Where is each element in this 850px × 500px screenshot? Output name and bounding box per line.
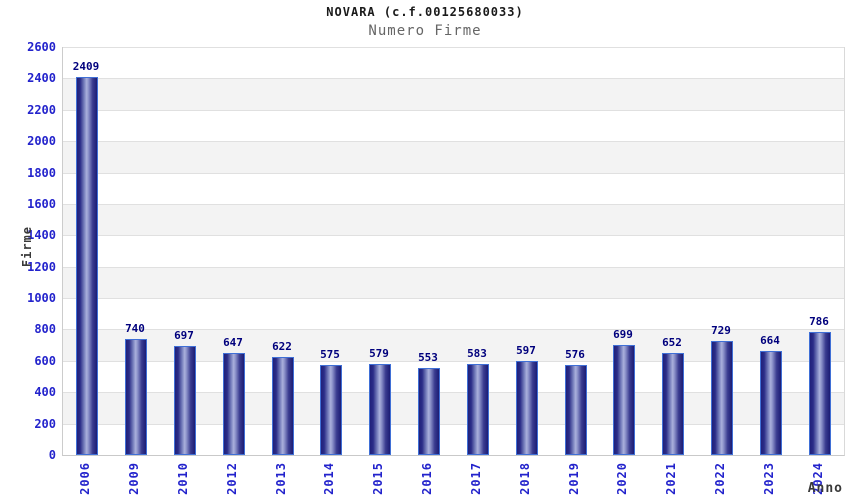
- bar-value-2009: 740: [125, 322, 145, 335]
- x-tick-label-2019: 2019: [567, 462, 581, 495]
- bar-2020: [613, 345, 635, 455]
- bar-value-2019: 576: [565, 348, 585, 361]
- bar-2016: [418, 368, 440, 455]
- gridline: [63, 78, 844, 79]
- x-tick-label-2022: 2022: [713, 462, 727, 495]
- bar-value-2010: 697: [174, 329, 194, 342]
- bar-value-2016: 553: [418, 351, 438, 364]
- gridline: [63, 235, 844, 236]
- gridline: [63, 110, 844, 111]
- y-axis-title: Firme: [20, 226, 34, 268]
- plot-band: [63, 47, 844, 79]
- bar-2015: [369, 364, 391, 455]
- bar-2022: [711, 341, 733, 455]
- y-tick-label: 800: [34, 322, 56, 336]
- bar-value-2020: 699: [613, 328, 633, 341]
- y-tick-label: 2600: [27, 40, 56, 54]
- x-tick-label-2012: 2012: [225, 462, 239, 495]
- x-tick-label-2015: 2015: [371, 462, 385, 495]
- bar-2018: [516, 361, 538, 455]
- bar-value-2014: 575: [320, 348, 340, 361]
- bar-2012: [223, 353, 245, 455]
- bar-2010: [174, 346, 196, 455]
- bar-value-2021: 652: [662, 336, 682, 349]
- x-tick-label-2023: 2023: [762, 462, 776, 495]
- x-axis-title: Anno: [807, 481, 843, 496]
- gridline: [63, 361, 844, 362]
- x-tick-label-2006: 2006: [78, 462, 92, 495]
- plot-band: [63, 172, 844, 204]
- plot-band: [63, 109, 844, 142]
- gridline: [63, 47, 844, 48]
- bar-2017: [467, 364, 489, 455]
- gridline: [63, 204, 844, 205]
- plot-band: [63, 78, 844, 110]
- gridline: [63, 173, 844, 174]
- bar-value-2024: 786: [809, 315, 829, 328]
- y-tick-label: 0: [48, 448, 56, 462]
- x-tick-label-2009: 2009: [127, 462, 141, 495]
- bar-2021: [662, 353, 684, 455]
- bar-value-2022: 729: [711, 324, 731, 337]
- bar-2019: [565, 365, 587, 455]
- gridline: [63, 329, 844, 330]
- y-tick-label: 2400: [27, 71, 56, 85]
- gridline: [63, 267, 844, 268]
- bar-2013: [272, 357, 294, 455]
- y-tick-label: 1000: [27, 291, 56, 305]
- gridline: [63, 392, 844, 393]
- plot-band: [63, 203, 844, 236]
- y-tick-label: 2000: [27, 134, 56, 148]
- x-tick-label-2021: 2021: [664, 462, 678, 495]
- y-tick-label: 400: [34, 385, 56, 399]
- y-tick-label: 1600: [27, 197, 56, 211]
- bar-value-2013: 622: [272, 340, 292, 353]
- y-tick-label: 1800: [27, 166, 56, 180]
- bar-2006: [76, 77, 98, 455]
- plot-band: [63, 141, 844, 173]
- plot-band: [63, 235, 844, 267]
- x-tick-label-2013: 2013: [274, 462, 288, 495]
- bar-2024: [809, 332, 831, 455]
- x-tick-label-2018: 2018: [518, 462, 532, 495]
- gridline: [63, 298, 844, 299]
- bar-value-2012: 647: [223, 336, 243, 349]
- bar-2023: [760, 351, 782, 455]
- bar-2014: [320, 365, 342, 455]
- x-tick-label-2017: 2017: [469, 462, 483, 495]
- bar-value-2006: 2409: [72, 60, 100, 73]
- plot-band: [63, 298, 844, 330]
- plot-band: [63, 266, 844, 299]
- gridline: [63, 141, 844, 142]
- chart-subtitle: Numero Firme: [368, 23, 482, 39]
- x-tick-label-2014: 2014: [322, 462, 336, 495]
- chart-title: NOVARA (c.f.00125680033): [326, 5, 524, 19]
- bar-value-2018: 597: [516, 344, 536, 357]
- gridline: [63, 424, 844, 425]
- y-tick-label: 200: [34, 417, 56, 431]
- y-tick-label: 1200: [27, 260, 56, 274]
- x-tick-label-2020: 2020: [615, 462, 629, 495]
- plot-area: [62, 47, 845, 456]
- x-tick-label-2010: 2010: [176, 462, 190, 495]
- bar-value-2017: 583: [467, 347, 487, 360]
- x-tick-label-2016: 2016: [420, 462, 434, 495]
- y-tick-label: 2200: [27, 103, 56, 117]
- y-tick-label: 600: [34, 354, 56, 368]
- bar-value-2023: 664: [760, 334, 780, 347]
- y-tick-label: 1400: [27, 228, 56, 242]
- bar-2009: [125, 339, 147, 455]
- bar-value-2015: 579: [369, 347, 389, 360]
